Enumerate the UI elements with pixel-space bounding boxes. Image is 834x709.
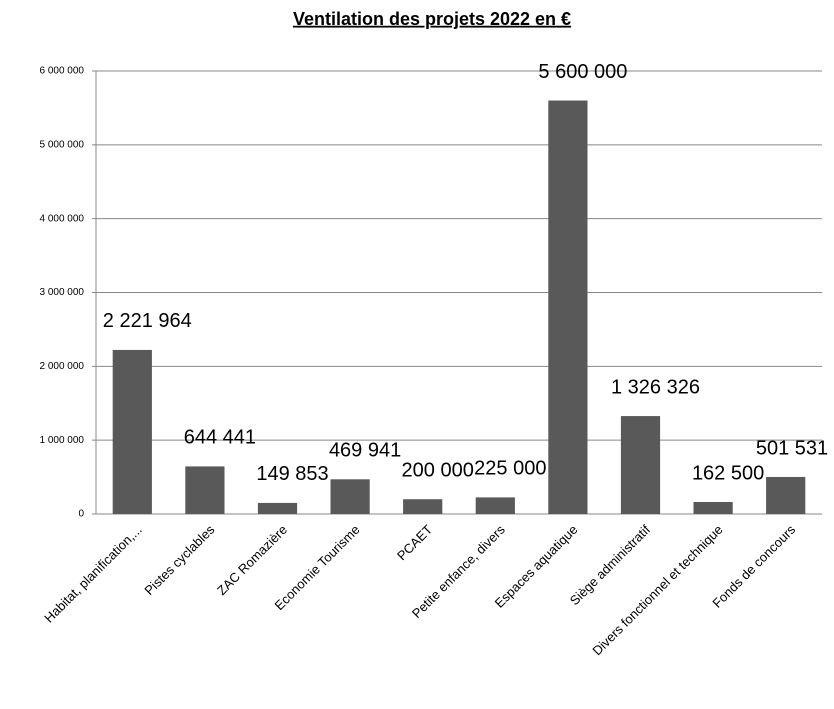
y-tick-label: 3 000 000	[40, 287, 85, 298]
x-tick-label: Siège administratif	[567, 522, 653, 608]
bar	[620, 416, 661, 514]
bar	[403, 499, 443, 514]
value-label: 644 441	[184, 427, 256, 449]
bar	[330, 479, 370, 514]
bar	[548, 100, 588, 515]
bar	[185, 466, 225, 514]
value-label: 225 000	[474, 458, 546, 480]
y-tick-label: 1 000 000	[40, 435, 85, 446]
value-label: 162 500	[692, 462, 764, 484]
x-tick-label: ZAC Romazière	[214, 522, 290, 598]
bar	[693, 502, 733, 514]
x-tick-label: Pistes cyclables	[141, 522, 217, 598]
y-tick-label: 4 000 000	[40, 213, 85, 224]
value-label: 469 941	[329, 440, 401, 462]
value-label: 2 221 964	[103, 310, 192, 332]
x-tick-label: Divers fonctionnel et technique	[589, 522, 725, 658]
value-label: 200 000	[402, 460, 474, 482]
bar	[475, 497, 515, 514]
bar	[257, 502, 298, 514]
bar	[766, 476, 806, 514]
y-tick-label: 0	[78, 509, 84, 520]
y-tick-label: 2 000 000	[40, 361, 85, 372]
value-label: 149 853	[256, 463, 328, 485]
y-tick-label: 5 000 000	[40, 139, 85, 150]
value-label: 5 600 000	[538, 61, 627, 83]
x-tick-label: Habitat, planification,...	[41, 522, 145, 626]
value-label: 501 531	[756, 437, 828, 459]
chart-title: Ventilation des projets 2022 en €	[293, 9, 571, 29]
bar	[112, 349, 152, 514]
x-tick-label: PCAET	[394, 522, 435, 563]
y-tick-label: 6 000 000	[40, 66, 85, 77]
value-label: 1 326 326	[611, 376, 700, 398]
